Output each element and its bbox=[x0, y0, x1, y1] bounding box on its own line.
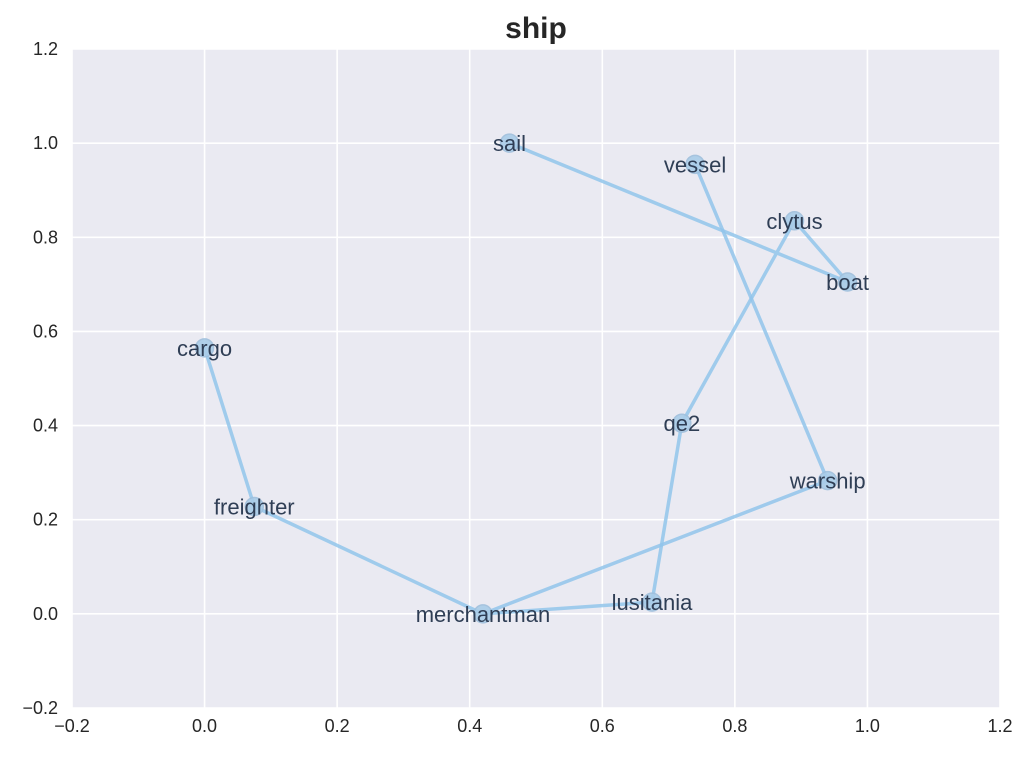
data-point bbox=[784, 211, 805, 231]
x-tick-label: 0.2 bbox=[325, 716, 350, 736]
x-tick-label: 0.0 bbox=[192, 716, 217, 736]
chart-title: ship bbox=[505, 12, 567, 45]
data-point bbox=[817, 470, 838, 491]
point-label: lusitania bbox=[612, 590, 693, 615]
point-label: clytus bbox=[766, 209, 822, 234]
y-tick-label: 0.0 bbox=[33, 604, 58, 624]
point-label: warship bbox=[789, 469, 866, 494]
data-point bbox=[244, 496, 265, 517]
point-labels: cargo freighter merchantman lusitania qe2 cly… bbox=[177, 131, 869, 627]
y-tick-label: 0.6 bbox=[33, 321, 58, 341]
series-segment bbox=[481, 478, 830, 616]
data-point bbox=[837, 272, 858, 292]
point-label: cargo bbox=[177, 336, 232, 361]
point-label: sail bbox=[493, 131, 526, 156]
y-tick-label: 0.8 bbox=[33, 227, 58, 247]
y-tick-label: 1.0 bbox=[33, 133, 58, 153]
y-tick-label: 0.4 bbox=[33, 416, 58, 436]
data-point bbox=[642, 592, 662, 612]
x-tick-label: 0.4 bbox=[457, 716, 482, 736]
grid-lines bbox=[71, 48, 1001, 709]
series-path bbox=[202, 141, 850, 616]
data-point bbox=[499, 133, 520, 153]
x-tick-label: −0.2 bbox=[54, 716, 90, 736]
y-axis-ticks: −0.2 0.0 0.2 0.4 0.6 0.8 1.0 1.2 bbox=[22, 39, 58, 718]
data-point bbox=[473, 604, 493, 624]
data-point bbox=[194, 338, 215, 358]
series-segment bbox=[693, 162, 830, 483]
x-tick-label: 1.2 bbox=[987, 716, 1012, 736]
y-tick-label: 1.2 bbox=[33, 39, 58, 59]
point-label: qe2 bbox=[663, 411, 700, 436]
x-tick-label: 1.0 bbox=[855, 716, 880, 736]
data-point bbox=[685, 154, 705, 175]
y-tick-label: −0.2 bbox=[22, 698, 58, 718]
point-label: boat bbox=[826, 270, 869, 295]
data-points bbox=[194, 133, 858, 624]
x-tick-label: 0.6 bbox=[590, 716, 615, 736]
point-label: merchantman bbox=[416, 602, 551, 627]
data-point bbox=[672, 413, 692, 433]
point-label: freighter bbox=[214, 495, 295, 520]
y-tick-label: 0.2 bbox=[33, 510, 58, 530]
plot-background bbox=[72, 49, 1000, 708]
series-lines bbox=[202, 141, 850, 616]
point-label: vessel bbox=[664, 152, 726, 177]
x-tick-label: 0.8 bbox=[722, 716, 747, 736]
x-axis-ticks: −0.2 0.0 0.2 0.4 0.6 0.8 1.0 1.2 bbox=[54, 716, 1012, 736]
